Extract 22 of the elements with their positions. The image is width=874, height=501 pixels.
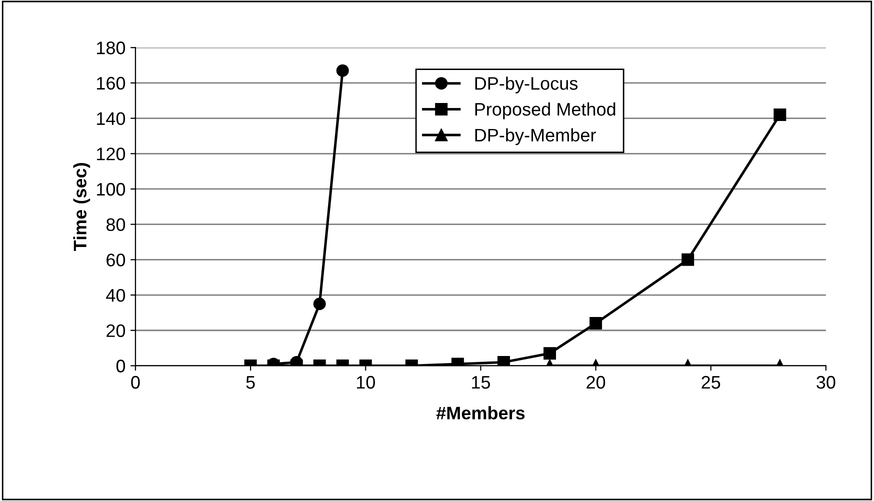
x-tick-label: 20 [586, 376, 606, 389]
legend-label: DP-by-Locus [475, 76, 578, 94]
y-tick-label: 120 [97, 148, 126, 160]
y-tick-label: 20 [106, 324, 126, 338]
x-tick-label: 15 [472, 376, 490, 389]
y-tick-label: 0 [116, 360, 126, 372]
x-tick-label: 5 [246, 376, 255, 389]
y-tick-label: 60 [106, 254, 126, 266]
x-tick-label: 30 [816, 376, 836, 389]
legend-label: Proposed Method [475, 102, 616, 120]
y-tick-label: 40 [106, 288, 126, 302]
y-tick-label: 100 [97, 182, 126, 196]
y-tick-label: 140 [97, 112, 126, 126]
x-tick-label: 25 [702, 376, 720, 389]
y-tick-label: 160 [97, 76, 126, 90]
y-tick-label: 180 [97, 42, 126, 54]
y-tick-label: 80 [106, 218, 126, 232]
y-axis-title: Time (sec) [73, 163, 90, 251]
x-tick-label: 0 [131, 376, 140, 389]
x-axis-title: #Members [436, 406, 525, 420]
legend-label: DP-by-Member [475, 128, 596, 146]
x-tick-label: 10 [356, 376, 375, 389]
